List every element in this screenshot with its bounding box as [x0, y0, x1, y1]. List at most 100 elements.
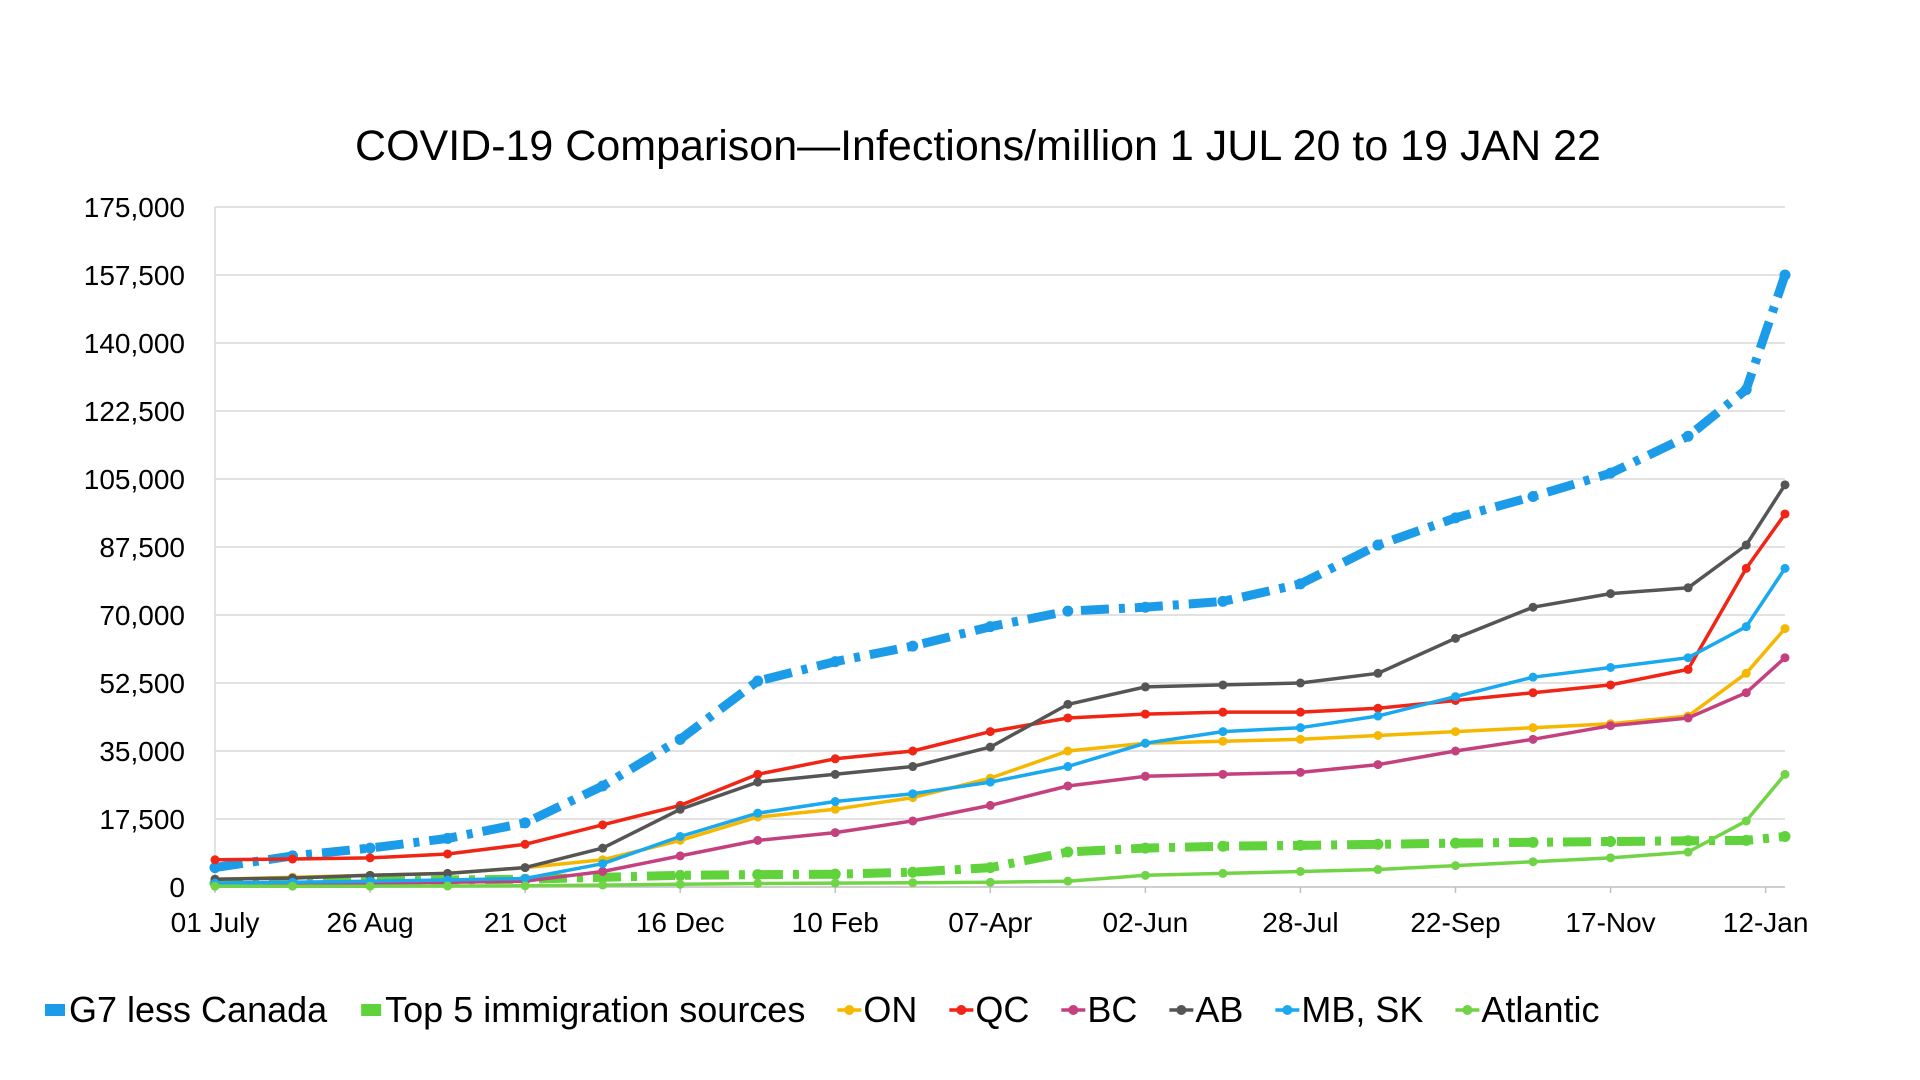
data-point — [907, 640, 919, 652]
data-point — [365, 853, 375, 863]
data-point — [908, 746, 918, 756]
data-point — [1741, 622, 1751, 632]
data-point — [985, 742, 995, 752]
data-point — [1450, 861, 1460, 871]
data-point — [598, 843, 608, 853]
data-point — [598, 866, 608, 876]
data-point — [288, 854, 298, 864]
x-tick-label: 16 Dec — [636, 907, 725, 938]
data-point — [1450, 633, 1460, 643]
x-tick-label: 26 Aug — [326, 907, 413, 938]
data-point — [752, 675, 764, 687]
data-point — [519, 817, 531, 829]
data-point — [908, 816, 918, 826]
data-point — [1683, 847, 1693, 857]
data-point — [1295, 866, 1305, 876]
data-point — [1606, 721, 1616, 731]
data-point — [752, 869, 764, 881]
x-tick-label: 02-Jun — [1103, 907, 1189, 938]
y-tick-label: 0 — [169, 872, 185, 903]
legend-item: AB — [1169, 989, 1243, 1030]
data-point — [1740, 384, 1752, 396]
data-point — [1218, 680, 1228, 690]
data-point — [1140, 771, 1150, 781]
series-layer — [209, 269, 1791, 891]
x-tick-label: 07-Apr — [948, 907, 1032, 938]
data-point — [1740, 834, 1752, 846]
data-point — [1295, 734, 1305, 744]
data-point — [1294, 578, 1306, 590]
data-point — [675, 831, 685, 841]
data-point — [1140, 870, 1150, 880]
data-point — [830, 878, 840, 888]
data-point — [674, 733, 686, 745]
series-atlantic — [210, 769, 1790, 891]
x-tick-label: 22-Sep — [1410, 907, 1500, 938]
data-point — [1683, 664, 1693, 674]
data-point — [1063, 746, 1073, 756]
data-point — [1140, 709, 1150, 719]
data-point — [1373, 703, 1383, 713]
data-point — [1139, 842, 1151, 854]
data-point — [830, 828, 840, 838]
data-point — [1528, 602, 1538, 612]
data-point — [830, 804, 840, 814]
data-point — [1295, 707, 1305, 717]
data-point — [1218, 727, 1228, 737]
data-point — [1372, 539, 1384, 551]
data-point — [1063, 781, 1073, 791]
y-tick-label: 87,500 — [99, 532, 185, 563]
data-point — [1528, 734, 1538, 744]
data-point — [520, 881, 530, 891]
data-point — [753, 835, 763, 845]
data-point — [985, 800, 995, 810]
data-point — [210, 855, 220, 865]
data-point — [1606, 680, 1616, 690]
data-point — [1373, 668, 1383, 678]
data-point — [830, 754, 840, 764]
legend-label: ON — [863, 989, 917, 1030]
legend-item: QC — [949, 989, 1029, 1030]
data-point — [1295, 678, 1305, 688]
data-point — [1741, 816, 1751, 826]
legend-swatch-marker — [1068, 1005, 1079, 1015]
data-point — [597, 780, 609, 792]
data-point — [365, 881, 375, 891]
series-mb-sk — [210, 563, 1790, 888]
gridlines — [215, 206, 1785, 820]
data-point — [1780, 480, 1790, 490]
data-point — [1373, 865, 1383, 875]
data-point — [1294, 839, 1306, 851]
legend-item: ON — [837, 989, 917, 1030]
data-point — [908, 789, 918, 799]
data-point — [1683, 583, 1693, 593]
legend: G7 less Canada Top 5 immigration sources O… — [45, 989, 1599, 1030]
data-point — [1450, 727, 1460, 737]
data-point — [830, 769, 840, 779]
data-point — [288, 881, 298, 891]
data-point — [1295, 723, 1305, 733]
data-point — [1741, 540, 1751, 550]
x-tick-label: 12-Jan — [1723, 907, 1809, 938]
data-point — [907, 866, 919, 878]
series-g7-less-canada — [209, 269, 1791, 874]
data-point — [1780, 563, 1790, 573]
series-line — [215, 773, 1787, 888]
data-point — [1527, 836, 1539, 848]
data-point — [1062, 846, 1074, 858]
data-point — [598, 880, 608, 890]
legend-swatch-marker — [844, 1005, 855, 1015]
data-point — [1780, 624, 1790, 634]
data-point — [908, 878, 918, 888]
series-qc — [210, 509, 1790, 865]
legend-item: Atlantic — [1455, 989, 1599, 1030]
data-point — [829, 656, 841, 668]
legend-item: G7 less Canada — [45, 989, 328, 1030]
axes: 0 17,500 35,000 52,500 70,000 87,500 105,000 12… — [84, 192, 1809, 938]
data-point — [1780, 653, 1790, 663]
legend-label: AB — [1195, 989, 1243, 1030]
data-point — [443, 881, 453, 891]
data-point — [675, 804, 685, 814]
y-tick-label: 140,000 — [84, 328, 185, 359]
